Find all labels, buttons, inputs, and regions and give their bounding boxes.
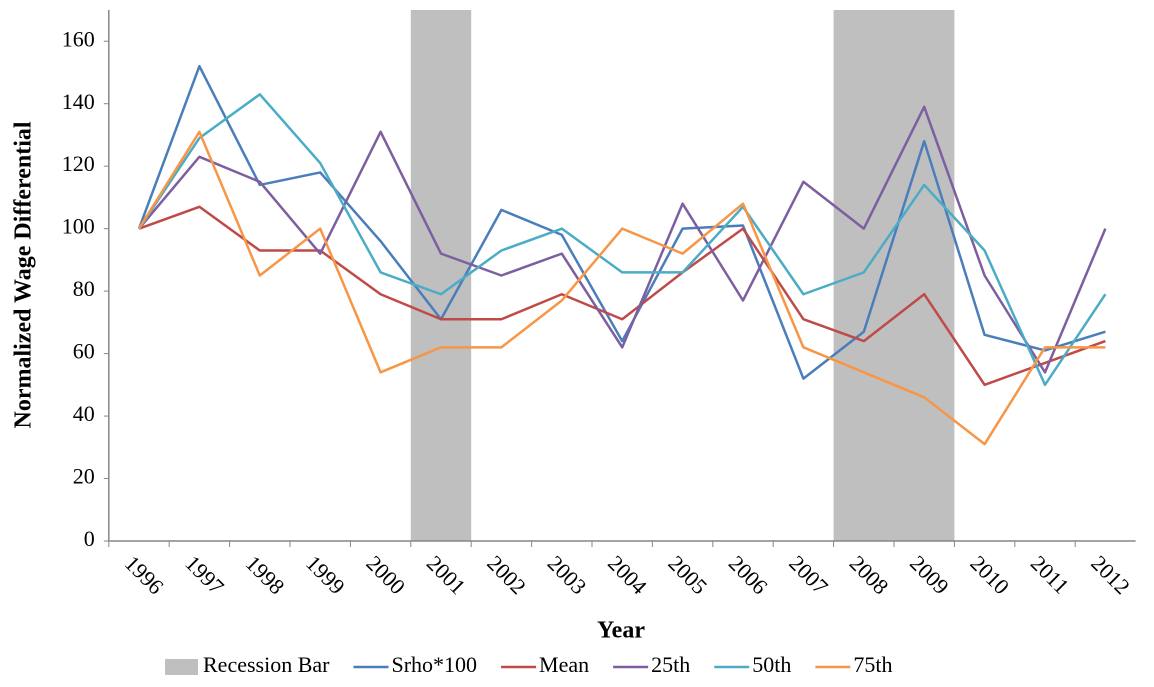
y-tick-label: 160 <box>62 26 95 51</box>
series-line <box>137 93 1107 387</box>
legend-label: 25th <box>651 652 690 677</box>
x-tick-label: 2006 <box>724 550 773 599</box>
x-axis-title: Year <box>597 618 645 644</box>
y-tick-label: 0 <box>84 526 95 551</box>
series-line <box>138 105 1107 374</box>
x-tick-label: 2007 <box>784 550 833 599</box>
x-tick-label: 2001 <box>422 550 471 599</box>
x-tick-label: 2000 <box>361 550 410 599</box>
y-axis-title: Normalized Wage Differential <box>11 121 37 428</box>
x-tick-label: 2012 <box>1086 550 1135 599</box>
recession-bar <box>833 10 894 541</box>
series-line <box>138 205 1106 387</box>
legend-label: Srho*100 <box>391 652 477 677</box>
x-tick-label: 1999 <box>301 550 350 599</box>
legend-label: 50th <box>752 652 791 677</box>
y-tick-label: 20 <box>73 464 95 489</box>
x-tick-label: 1998 <box>241 550 290 599</box>
x-tick-label: 2011 <box>1026 550 1074 598</box>
x-tick-label: 2003 <box>543 550 592 599</box>
x-tick-label: 2002 <box>482 550 531 599</box>
x-tick-label: 2010 <box>965 550 1014 599</box>
recession-bar <box>410 10 472 541</box>
x-tick-label: 2004 <box>603 550 652 599</box>
x-tick-label: 1996 <box>120 550 169 599</box>
x-tick-label: 1997 <box>180 550 229 599</box>
series-line <box>137 64 1106 380</box>
y-tick-label: 40 <box>73 401 95 426</box>
y-tick-label: 140 <box>62 89 95 114</box>
legend-label: Recession Bar <box>203 652 330 677</box>
x-tick-label: 2008 <box>845 550 894 599</box>
y-tick-label: 60 <box>73 339 95 364</box>
legend-label: 75th <box>853 652 892 677</box>
y-tick-label: 120 <box>62 151 95 176</box>
y-tick-label: 80 <box>73 276 95 301</box>
legend-swatch <box>165 659 198 675</box>
y-tick-label: 100 <box>62 214 95 239</box>
recession-bar <box>894 10 955 541</box>
series-line <box>137 130 1106 446</box>
x-tick-label: 2009 <box>905 550 954 599</box>
legend-label: Mean <box>539 652 589 677</box>
x-tick-label: 2005 <box>663 550 712 599</box>
